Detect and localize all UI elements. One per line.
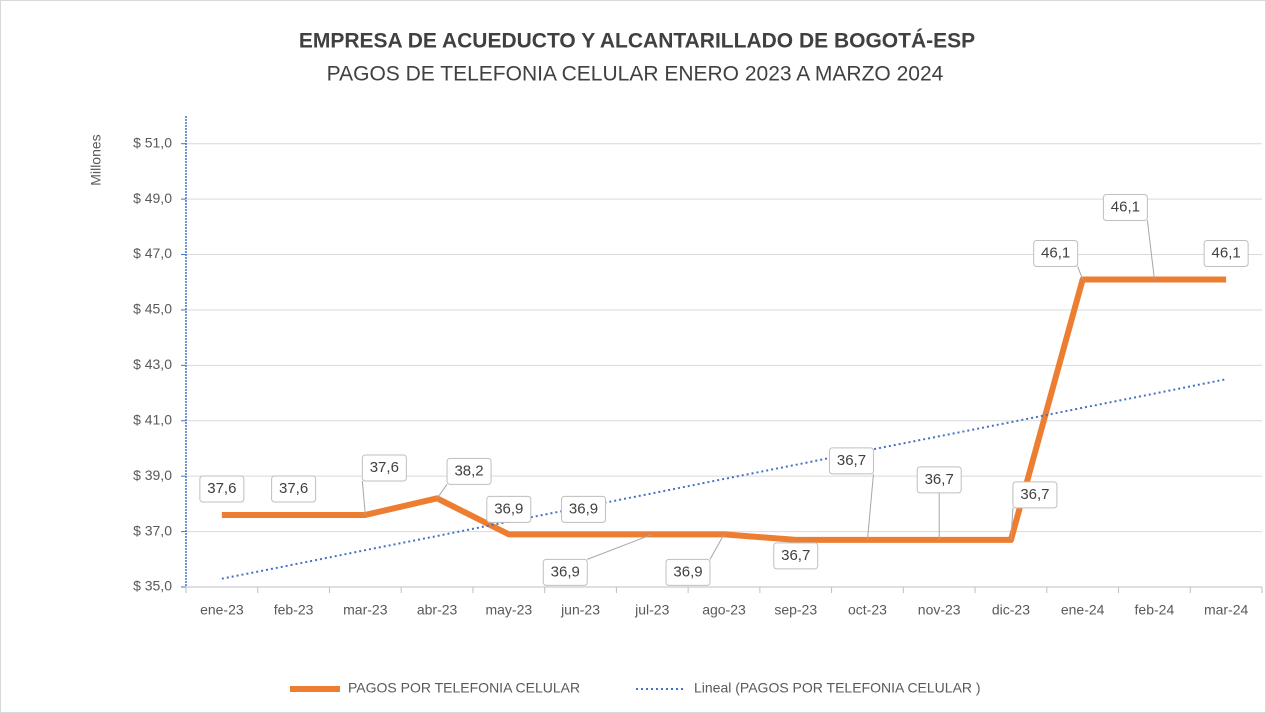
leader-line	[1146, 220, 1155, 280]
x-tick-label: may-23	[485, 602, 532, 618]
x-tick-label: ago-23	[702, 602, 746, 618]
data-label-box	[1102, 193, 1148, 221]
y-axis-title: Millones	[88, 134, 104, 185]
data-label-box	[828, 447, 874, 475]
data-label-box	[916, 466, 962, 494]
data-label-box	[1012, 481, 1058, 509]
legend-label: Lineal (PAGOS POR TELEFONIA CELULAR )	[694, 680, 981, 696]
data-label-box	[199, 475, 245, 503]
x-tick-label: mar-24	[1204, 602, 1249, 618]
data-label-box	[486, 495, 532, 523]
data-label-box	[271, 475, 317, 503]
data-label-box	[542, 558, 588, 586]
data-label: 37,6	[279, 480, 308, 497]
x-tick-label: nov-23	[918, 602, 961, 618]
y-tick-label: $ 37,0	[133, 522, 172, 538]
data-label: 36,9	[551, 563, 580, 580]
data-label: 36,7	[925, 471, 954, 488]
y-tick-label: $ 51,0	[133, 134, 172, 150]
data-label: 36,7	[781, 547, 810, 564]
chart-title: EMPRESA DE ACUEDUCTO Y ALCANTARILLADO DE…	[299, 30, 975, 53]
data-label: 46,1	[1212, 244, 1241, 261]
x-tick-label: sep-23	[774, 602, 817, 618]
x-tick-label: abr-23	[417, 602, 458, 618]
data-label: 36,9	[494, 500, 523, 517]
x-tick-label: dic-23	[992, 602, 1030, 618]
y-tick-label: $ 45,0	[133, 301, 172, 317]
data-label-box	[446, 457, 492, 485]
trend-line	[221, 378, 1227, 580]
data-label: 36,9	[569, 500, 598, 517]
leader-line	[709, 534, 725, 560]
data-label-box	[773, 542, 819, 570]
y-tick-label: $ 49,0	[133, 190, 172, 206]
data-label: 38,2	[454, 462, 483, 479]
leader-line	[1010, 507, 1014, 540]
x-tick-label: jun-23	[560, 602, 600, 618]
data-label-box	[1033, 239, 1079, 267]
data-label: 36,7	[1020, 486, 1049, 503]
x-tick-label: feb-24	[1135, 602, 1175, 618]
data-label: 36,7	[837, 452, 866, 469]
data-label: 46,1	[1041, 244, 1070, 261]
y-tick-label: $ 47,0	[133, 245, 172, 261]
x-tick-label: mar-23	[343, 602, 388, 618]
data-label-box	[561, 495, 607, 523]
leader-line	[866, 473, 874, 540]
data-label-box	[665, 558, 711, 586]
x-tick-label: feb-23	[274, 602, 314, 618]
chart-subtitle: PAGOS DE TELEFONIA CELULAR ENERO 2023 A …	[327, 63, 944, 86]
data-label: 37,6	[370, 459, 399, 476]
y-tick-label: $ 39,0	[133, 467, 172, 483]
x-tick-label: ene-23	[200, 602, 244, 618]
data-label: 36,9	[673, 563, 702, 580]
x-tick-label: jul-23	[634, 602, 669, 618]
x-tick-label: oct-23	[848, 602, 887, 618]
legend-label: PAGOS POR TELEFONIA CELULAR	[348, 680, 580, 696]
data-label: 46,1	[1111, 198, 1140, 215]
data-label: 37,6	[207, 480, 236, 497]
y-tick-label: $ 41,0	[133, 411, 172, 427]
leader-line	[587, 533, 653, 560]
data-label-box	[361, 454, 407, 482]
x-tick-label: ene-24	[1061, 602, 1105, 618]
leader-line	[361, 480, 366, 516]
y-tick-label: $ 43,0	[133, 356, 172, 372]
data-label-box	[1203, 239, 1249, 267]
y-tick-label: $ 35,0	[133, 578, 172, 594]
leader-line	[436, 484, 448, 499]
leader-line	[1077, 266, 1084, 280]
